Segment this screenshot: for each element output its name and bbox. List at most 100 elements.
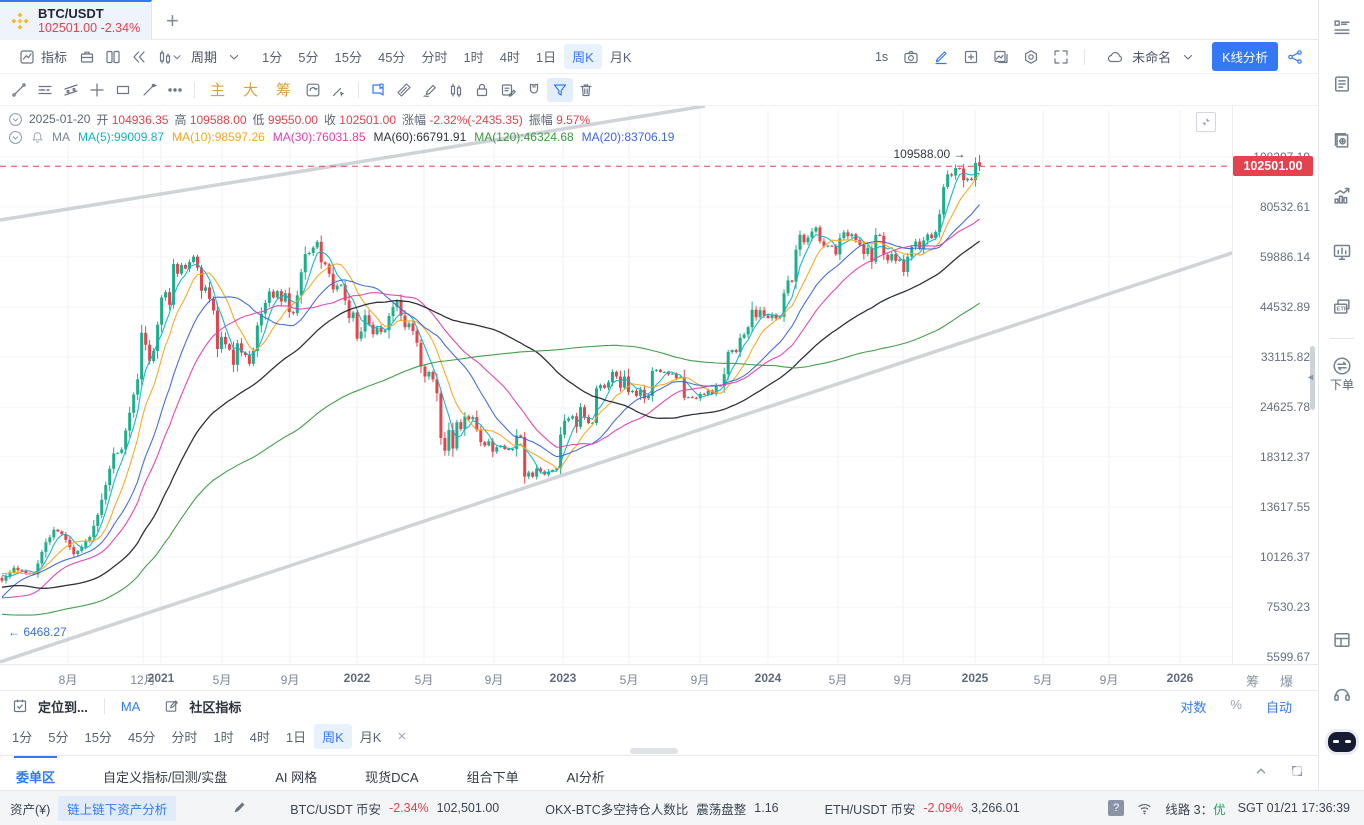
line-tool-icon[interactable] [6, 78, 32, 102]
image-stack-icon[interactable] [988, 45, 1014, 69]
ai-robot-icon[interactable] [1328, 732, 1356, 752]
alert-bell-icon[interactable] [31, 131, 44, 144]
candle-type-icon[interactable] [152, 45, 178, 69]
cycle-icon[interactable] [300, 78, 326, 102]
chart-mode-主[interactable]: 主 [210, 82, 226, 99]
headset-icon[interactable] [1329, 682, 1355, 706]
bottom-tab-组合下单[interactable]: 组合下单 [466, 770, 519, 785]
expand-panel-icon[interactable] [1290, 764, 1304, 781]
sub-timeframe-1日[interactable]: 1日 [285, 730, 307, 745]
collapse-panel-icon[interactable] [1254, 764, 1268, 781]
sub-timeframe-5分[interactable]: 5分 [48, 730, 69, 745]
indicator-icon[interactable] [17, 45, 37, 69]
candlestick-chart[interactable]: 109588.00 → ← 6468.27 [0, 104, 1236, 690]
timeframe-45分[interactable]: 45分 [377, 50, 406, 65]
parallel-s-icon[interactable] [58, 78, 84, 102]
timeframe-周K[interactable]: 周K [564, 44, 602, 69]
sub-timeframe-45分[interactable]: 45分 [127, 730, 156, 745]
bottom-tab-现货DCA[interactable]: 现货DCA [365, 770, 419, 785]
note-edit-icon[interactable] [495, 78, 521, 102]
cursor-brush-icon[interactable] [326, 78, 352, 102]
timeframe-1日[interactable]: 1日 [535, 50, 557, 65]
ray-tool-icon[interactable] [136, 78, 162, 102]
status-ticker[interactable]: BTC/USDT 币安 -2.34% 102,501.00 [290, 799, 499, 818]
sub-timeframe-1时[interactable]: 1时 [213, 730, 234, 745]
chart-mode-筹[interactable]: 筹 [276, 82, 292, 99]
add-pane-icon[interactable] [958, 45, 984, 69]
cloud-template-dropdown[interactable]: 未命名 [1095, 42, 1208, 72]
locate-button[interactable]: 定位到... [38, 699, 88, 715]
trend-up-icon[interactable] [1329, 184, 1355, 208]
status-ticker[interactable]: OKX-BTC多空持仓人数比 震荡盘整 1.16 [545, 799, 778, 818]
period-dropdown[interactable]: 周期 [184, 42, 254, 72]
collapse-row-icon[interactable] [8, 112, 23, 127]
percent-scale-button[interactable]: % [1230, 696, 1242, 712]
place-order-label[interactable]: 下单 [1329, 378, 1354, 392]
kline-analysis-button[interactable]: K线分析 [1212, 42, 1278, 71]
camera-icon[interactable] [898, 45, 924, 69]
fullscreen-icon[interactable] [1048, 45, 1074, 69]
asset-label[interactable]: 资产(¥) [10, 802, 51, 817]
chart-mode-大[interactable]: 大 [243, 82, 259, 99]
chev-down-icon[interactable] [221, 45, 247, 69]
sub-timeframe-分时[interactable]: 分时 [171, 730, 198, 745]
bottom-tab-自定义指标/回测/实盘[interactable]: 自定义指标/回测/实盘 [103, 770, 228, 785]
lock-icon[interactable] [469, 78, 495, 102]
ma-indicator-button[interactable]: MA [120, 698, 141, 714]
chev-down-icon[interactable] [1175, 45, 1201, 69]
sub-timeframe-1分[interactable]: 1分 [12, 730, 33, 745]
bottom-tab-委单区[interactable]: 委单区 [14, 756, 58, 791]
calendar-locate-icon[interactable] [12, 698, 28, 714]
rewind-icon[interactable] [126, 45, 152, 69]
symbol-tab[interactable]: BTC/USDT 102501.00 -2.34% [0, 0, 152, 40]
timeframe-月K[interactable]: 月K [609, 50, 632, 65]
log-scale-button[interactable]: 对数 [1180, 699, 1207, 715]
parallel-h-icon[interactable] [32, 78, 58, 102]
watchlist-icon[interactable] [1329, 16, 1355, 40]
pencil-wave-icon[interactable] [417, 78, 443, 102]
timeframe-1时[interactable]: 1时 [463, 50, 484, 65]
panel-layout-icon[interactable] [1329, 628, 1355, 652]
edit-indicator-icon[interactable] [164, 699, 179, 714]
status-ticker[interactable]: ETH/USDT 币安 -2.09% 3,266.01 [825, 799, 1020, 818]
close-timeframe-icon[interactable]: × [397, 728, 407, 745]
cross-tool-icon[interactable] [84, 78, 110, 102]
auto-scale-button[interactable]: 自动 [1265, 699, 1292, 715]
timeframe-4时[interactable]: 4时 [499, 50, 520, 65]
pencil-icon[interactable] [928, 45, 954, 69]
collapse-pane-icon[interactable] [1196, 112, 1216, 132]
timeframe-5分[interactable]: 5分 [298, 50, 319, 65]
bottom-tab-AI分析[interactable]: AI分析 [566, 770, 605, 785]
more-dots-icon[interactable] [162, 78, 188, 102]
sub-timeframe-15分[interactable]: 15分 [84, 730, 112, 745]
timeframe-分时[interactable]: 分时 [421, 50, 448, 65]
axis-toggle-筹[interactable]: 筹 [1246, 674, 1260, 689]
panel-scrollbar[interactable] [1310, 346, 1315, 410]
edit-status-icon[interactable] [232, 801, 246, 815]
news-doc-icon[interactable] [1329, 72, 1355, 96]
ruler-icon[interactable] [391, 78, 417, 102]
new-tab-button[interactable]: + [166, 8, 179, 33]
settings-icon[interactable] [1018, 45, 1044, 69]
share-icon[interactable] [1282, 45, 1308, 69]
monitor-chart-icon[interactable] [1329, 240, 1355, 264]
chart-area[interactable]: 109588.00 → ← 6468.27 2025-01-20 开 104936.… [0, 104, 1318, 690]
price-axis[interactable]: 108297.1980532.6159886.1444532.8933115.8… [1232, 106, 1318, 664]
transfer-icon[interactable] [1329, 354, 1355, 378]
bookmark-icon[interactable] [365, 78, 391, 102]
sub-timeframe-周K[interactable]: 周K [314, 724, 352, 749]
magnet-icon[interactable] [521, 78, 547, 102]
etf-icon[interactable]: ETF [1329, 295, 1355, 319]
candle-pattern-icon[interactable] [443, 78, 469, 102]
sub-timeframe-4时[interactable]: 4时 [249, 730, 270, 745]
time-axis[interactable]: 8月 12月 2021 5月 9月 2022 5月 9月 2023 5月 9月 2024 5月 9月 202… [0, 664, 1318, 690]
panel-collapse-arrow[interactable]: ◄ [1306, 372, 1315, 382]
splitter-grip[interactable] [630, 748, 678, 754]
axis-toggle-爆[interactable]: 爆 [1280, 674, 1294, 689]
chain-analysis-chip[interactable]: 链上链下资产分析 [58, 795, 177, 821]
chev-down-icon[interactable] [170, 45, 184, 69]
money-doc-icon[interactable] [1329, 128, 1355, 152]
trash-icon[interactable] [573, 78, 599, 102]
funnel-icon[interactable] [547, 77, 574, 102]
timeframe-1分[interactable]: 1分 [262, 50, 283, 65]
